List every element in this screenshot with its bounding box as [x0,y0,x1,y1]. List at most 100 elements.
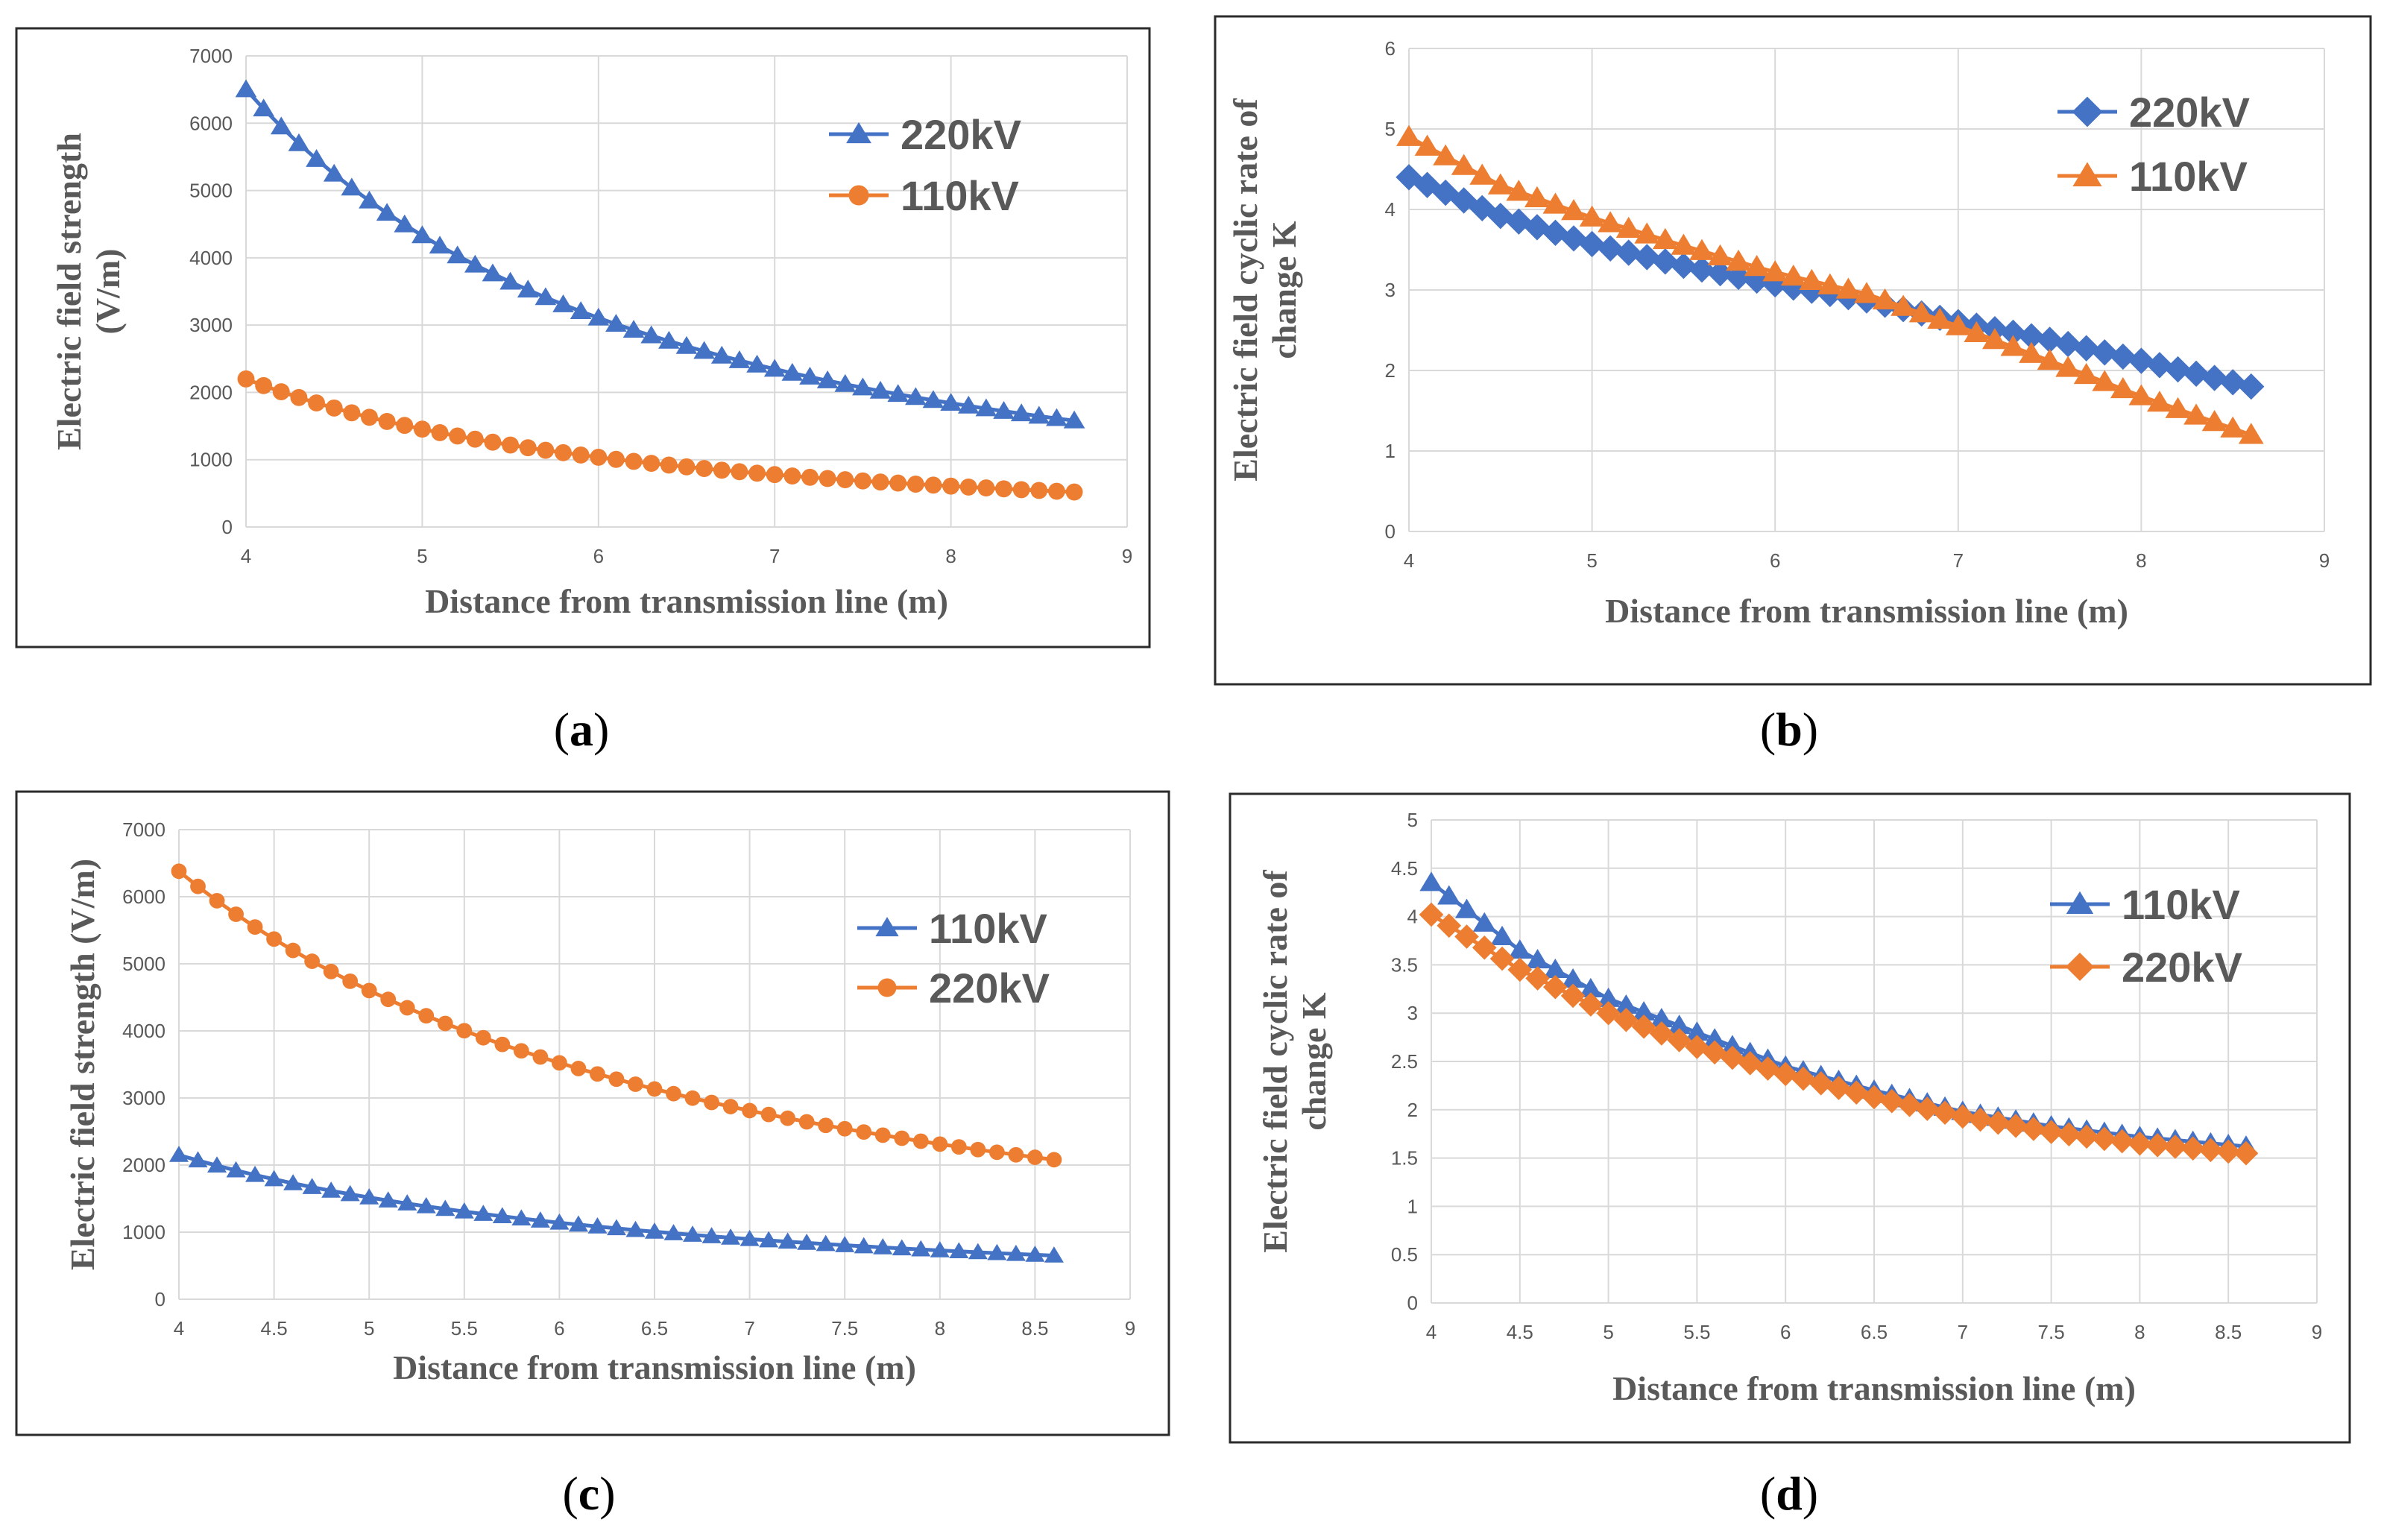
data-point [2201,365,2228,391]
x-tick-label: 6 [554,1317,564,1339]
panel-frame [15,790,1170,1436]
data-point [1507,957,1533,982]
data-point [701,1227,722,1243]
y-tick-label: 7000 [122,818,165,841]
data-point [511,1209,532,1226]
data-point [912,1133,929,1149]
data-point [1879,1088,1905,1114]
x-tick-label: 7 [1958,1321,1968,1343]
data-point [1908,301,1934,323]
data-point [1561,968,1585,988]
data-point [949,1242,969,1259]
x-axis-title: Distance from transmission line (m) [425,582,948,620]
y-axis-title: Electric field strength (V/m) [63,859,101,1270]
data-point [1027,1149,1043,1165]
y-tick-label: 4 [1407,906,1418,928]
data-point [1773,1061,1798,1087]
x-tick-label: 4.5 [261,1317,288,1339]
y-tick-label: 1.5 [1391,1147,1418,1170]
x-tick-label: 7.5 [2038,1321,2065,1343]
data-point [746,354,768,373]
data-point [306,148,327,167]
data-point [1861,1085,1887,1110]
data-point [988,1144,1005,1161]
data-point [572,446,590,464]
data-point [464,254,486,273]
data-point [904,387,927,405]
data-point [816,370,839,388]
data-point [1543,974,1568,1000]
data-point [993,400,1015,419]
data-point [894,1130,910,1146]
y-tick-label: 2000 [189,381,233,403]
data-point [2021,1117,2046,1141]
data-point [628,1076,643,1092]
x-tick-label: 9 [1122,545,1132,567]
data-point [302,1178,322,1194]
data-point [537,441,555,459]
data-point [1487,173,1513,195]
data-point [957,395,980,414]
data-point [801,468,819,486]
data-point [1927,307,1953,329]
data-point [378,412,396,430]
y-tick-label: 5 [1385,118,1396,140]
data-point [1826,1076,1851,1100]
data-point [1614,994,1638,1014]
legend-label: 220kV [2122,944,2242,991]
legend: 220kV 110kV [2057,89,2250,200]
data-point [413,420,431,438]
data-point [1685,1021,1709,1041]
data-point [1044,1246,1064,1263]
series-220kV [235,79,1085,429]
data-point [874,1127,891,1143]
data-point [555,444,572,461]
data-point [1579,977,1603,997]
x-tick-label: 8.5 [2215,1321,2242,1343]
data-point [889,474,907,492]
data-point [437,1015,453,1032]
x-tick-label: 6.5 [641,1317,668,1339]
data-point [660,456,678,474]
data-point [378,1191,398,1208]
data-point [2128,384,2154,405]
panel-caption: (d) [1760,1467,1818,1520]
data-point [2238,423,2264,444]
data-point [1950,1104,1975,1129]
data-point [2219,369,2246,396]
data-point [1419,902,1444,927]
data-point [1396,124,1422,146]
x-tick-label: 8.5 [1021,1317,1048,1339]
data-point [836,471,854,489]
y-tick-label: 5000 [122,953,165,975]
data-point [2146,352,2173,379]
data-point [2055,330,2081,358]
data-point [253,98,274,117]
data-point [1419,871,1443,892]
data-point [760,1106,777,1123]
data-point [1472,935,1497,960]
data-point [1707,244,1733,265]
data-point [1671,233,1697,255]
data-point [797,1234,817,1250]
data-point [816,1234,836,1252]
legend: 110kV 220kV [857,905,1050,1012]
caption-letter: a [570,703,593,756]
y-axis-title-line: Electric field strength [50,133,88,450]
data-point [168,1146,189,1162]
panel-frame [1229,792,2351,1444]
data-point [321,1181,341,1198]
data-point [2019,341,2044,363]
data-point [323,963,339,979]
data-point [2074,1124,2099,1149]
data-point [1414,134,1440,156]
data-point [1634,222,1660,244]
caption-close: ) [1803,703,1818,756]
data-point [887,384,909,403]
data-point [380,991,397,1008]
caption-open: ( [1760,703,1776,756]
data-point [608,1071,625,1088]
data-point [2201,410,2227,432]
x-tick-label: 4 [174,1317,184,1339]
